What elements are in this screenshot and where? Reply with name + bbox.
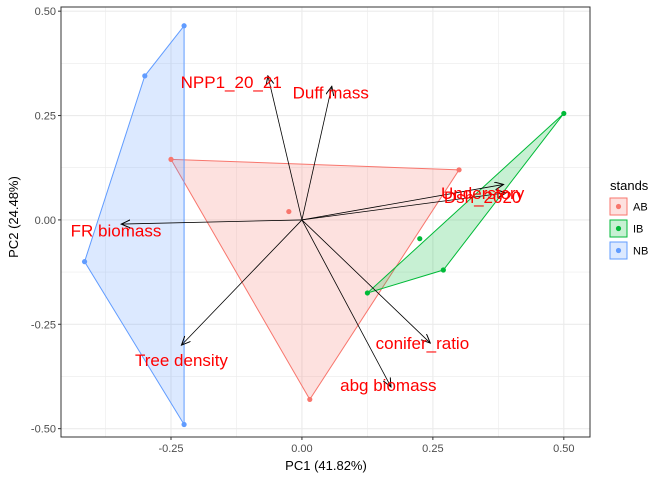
point-ab	[168, 156, 174, 162]
arrow-label-conifer-ratio: conifer_ratio	[376, 334, 470, 353]
arrow-tree-density	[181, 219, 303, 345]
group-hulls	[84, 24, 565, 427]
x-tick-label: 0.50	[553, 443, 574, 455]
legend-dot-ab	[615, 203, 622, 210]
arrow-npp1-20-21	[268, 76, 303, 221]
point-nb	[81, 259, 88, 265]
point-ib	[364, 290, 371, 296]
point-ib	[417, 236, 423, 242]
arrow-label-tree-density: Tree density	[135, 351, 228, 370]
point-nb	[181, 421, 187, 428]
arrow-label-understory: Understory	[441, 184, 525, 203]
arrow-fr-biomass	[121, 220, 302, 224]
y-axis-ticks: -0.50 -0.25 0.00 0.25 0.50	[31, 6, 61, 436]
legend-label-ib: IB	[633, 224, 643, 236]
arrow-duff-mass	[301, 86, 332, 220]
point-nb	[142, 73, 148, 79]
y-tick-label: 0.00	[35, 215, 56, 227]
y-tick-label: 0.50	[35, 6, 56, 18]
x-axis-title: PC1 (41.82%)	[285, 458, 367, 473]
arrow-label-duff-mass: Duff mass	[293, 84, 369, 103]
arrow-label-fr-biomass: FR biomass	[71, 221, 162, 240]
point-ib	[440, 267, 446, 273]
x-tick-label: -0.25	[158, 443, 183, 455]
point-nb	[181, 23, 187, 29]
point-ib	[561, 110, 567, 117]
panel-border	[60, 6, 591, 438]
grid-minor	[61, 7, 590, 437]
x-axis-ticks: -0.25 0.00 0.25 0.50	[158, 437, 575, 455]
legend-label-nb: NB	[633, 246, 648, 258]
legend-dot-nb	[615, 247, 622, 254]
legend-title: stands	[610, 178, 649, 193]
legend: stands AB IB NB	[609, 178, 649, 260]
arrow-label-npp1-20-21: NPP1_20_21	[181, 73, 282, 92]
y-tick-label: -0.25	[31, 319, 56, 331]
arrow-understory	[301, 184, 504, 221]
legend-label-ab: AB	[633, 202, 648, 214]
arrow-conifer-ratio	[301, 219, 430, 343]
point-ab	[456, 167, 462, 173]
arrow-abg-biomass	[301, 219, 391, 387]
arrow-dsh-2020	[301, 193, 506, 221]
x-tick-label: 0.00	[291, 443, 312, 455]
arrow-label-dsh-2020: Dsh_2020	[444, 188, 522, 207]
point-ab	[307, 396, 313, 403]
legend-dot-ib	[615, 225, 622, 232]
grid-major	[61, 7, 590, 437]
point-ab	[286, 208, 292, 215]
arrow-label-abg-biomass: abg biomass	[340, 376, 436, 395]
hull-ab	[170, 158, 460, 401]
panel-background	[61, 7, 590, 437]
y-tick-label: 0.25	[35, 111, 56, 123]
y-tick-label: -0.50	[31, 424, 56, 436]
x-tick-label: 0.25	[422, 443, 443, 455]
group-points	[81, 23, 567, 428]
loading-arrows	[121, 76, 506, 387]
y-axis-title: PC2 (24.48%)	[6, 176, 21, 258]
